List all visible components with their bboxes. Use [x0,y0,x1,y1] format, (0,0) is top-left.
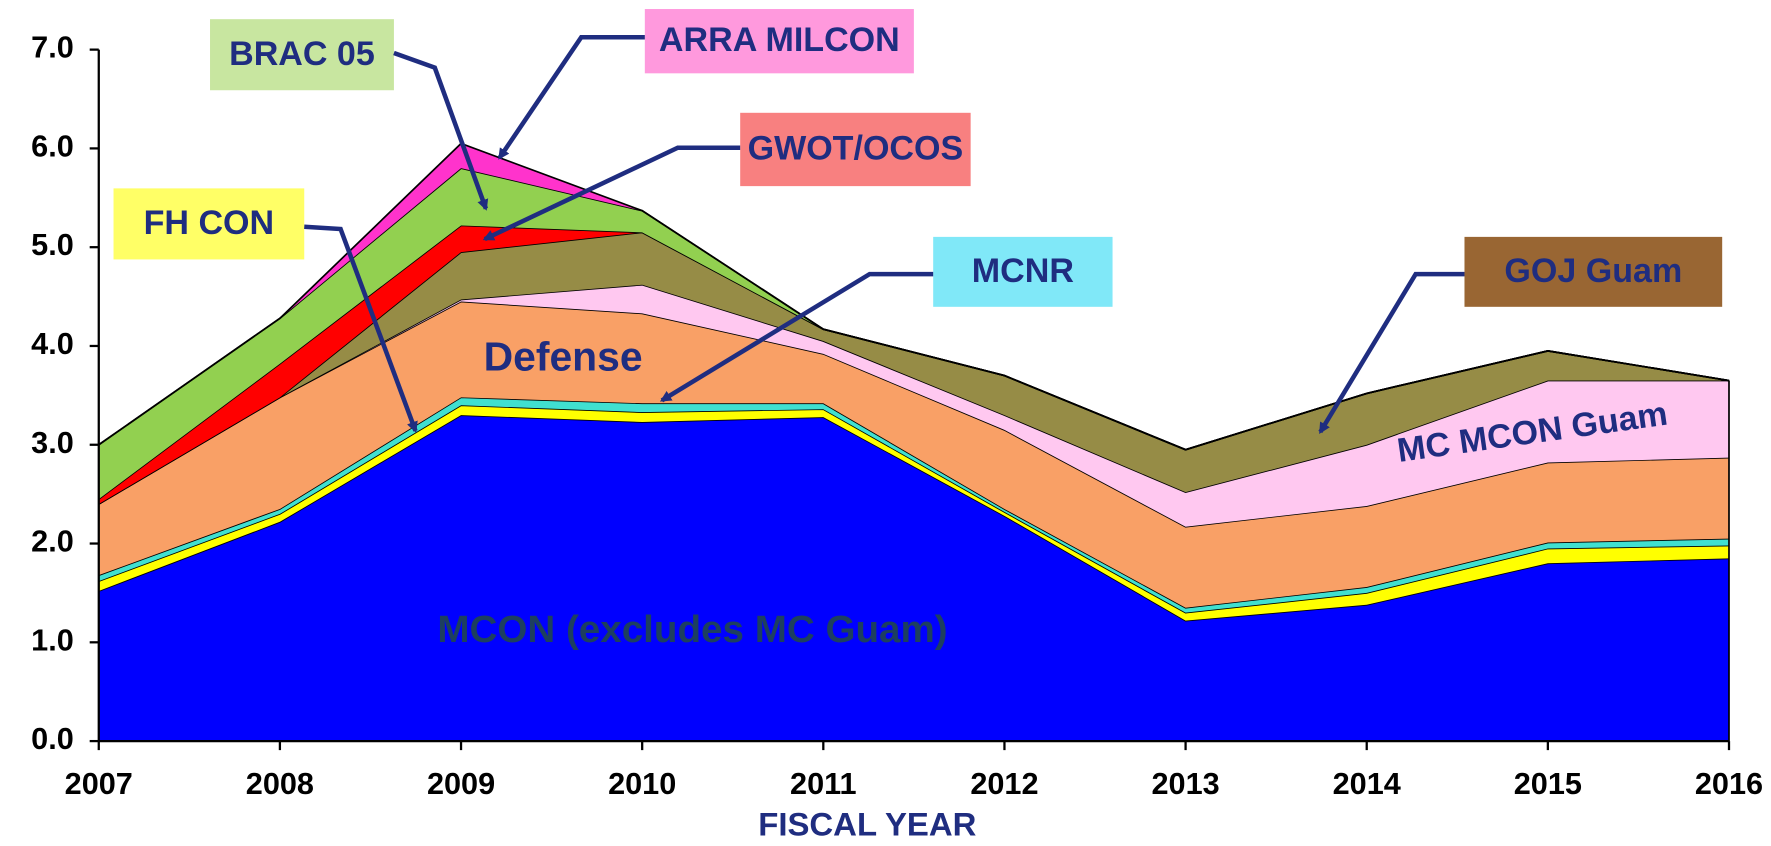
callout-label: FH CON [144,204,275,242]
y-tick-label: 1.0 [31,623,74,657]
callout-label: GWOT/OCOS [748,130,964,168]
areas [98,142,1730,742]
x-tick-label: 2008 [246,767,314,801]
callout-box [210,19,394,91]
callout-box [740,112,971,187]
y-tick-label: 4.0 [31,327,74,361]
x-tick-label: 2013 [1151,767,1219,801]
callout-label: MCNR [972,252,1074,290]
callout-label: ARRA MILCON [659,21,900,59]
callout-label: GOJ Guam [1504,252,1682,290]
callout-box [1464,236,1723,307]
y-tick-label: 6.0 [31,130,74,164]
y-tick-label: 2.0 [31,525,74,559]
area [98,284,1729,527]
callout-box [644,9,914,74]
area [98,301,1729,608]
area [98,415,1729,742]
y-tick-label: 3.0 [31,426,74,460]
y-tick-label: 5.0 [31,228,74,262]
callout-arrow [1318,271,1465,434]
x-tick-label: 2011 [790,767,856,801]
area [98,232,1729,505]
axes: 0.0 1.0 2.0 3.0 4.0 5.0 6.0 7.0 2007 2008 2009 2010… [31,31,1763,801]
y-tick-label: 7.0 [31,31,74,65]
callout-arrow [497,34,645,160]
x-tick-label: 2007 [65,767,133,801]
series-label: Defense [484,334,643,380]
x-tick-label: 2015 [1514,767,1582,801]
x-tick-label: 2009 [427,767,495,801]
callout-box [113,188,305,260]
callout-arrow [482,145,741,242]
series-label: MCON (excludes MC Guam) [437,608,947,651]
x-tick-label: 2010 [608,767,676,801]
x-tick-label: 2014 [1333,767,1401,801]
x-tick-label: 2016 [1695,767,1763,801]
callout-arrow [304,224,418,434]
callout-box [933,236,1113,307]
callout-arrow [393,50,489,211]
y-tick-label: 0.0 [31,722,74,756]
callout-arrow [659,271,934,403]
callout-label: BRAC 05 [229,35,375,73]
area-outline [98,142,1730,451]
x-tick-label: 2012 [970,767,1038,801]
x-axis-title: FISCAL YEAR [758,806,976,843]
